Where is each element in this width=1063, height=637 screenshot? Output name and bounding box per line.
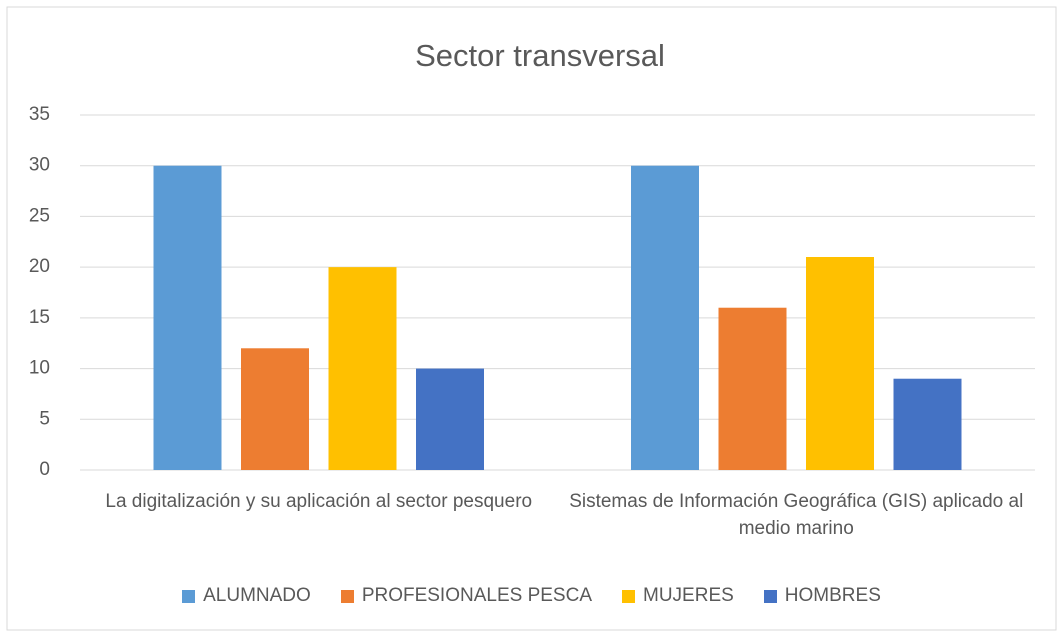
legend-swatch	[340, 589, 354, 603]
chart-title: Sector transversal	[415, 38, 665, 73]
bar	[328, 267, 397, 470]
bar	[416, 368, 484, 470]
y-tick-label: 5	[39, 408, 50, 429]
legend: ALUMNADO PROFESIONALES PESCA MUJERES HOMBRE…	[0, 585, 1063, 607]
legend-swatch	[182, 589, 196, 603]
legend-item: MUJERES	[622, 585, 734, 607]
x-tick-label: Sistemas de Información Geográfica (GIS)…	[569, 491, 1024, 539]
bar	[241, 348, 309, 470]
legend-swatch	[622, 589, 635, 603]
y-tick-label: 0	[39, 459, 50, 480]
bar	[893, 378, 962, 470]
bar	[718, 307, 787, 470]
bar	[806, 257, 874, 470]
legend-label: MUJERES	[643, 585, 734, 606]
y-tick-label: 10	[29, 358, 50, 379]
bar	[153, 165, 222, 470]
y-tick-label: 35	[29, 104, 50, 125]
legend-item: HOMBRES	[763, 585, 881, 607]
y-tick-label: 25	[29, 205, 50, 226]
y-tick-label: 15	[29, 307, 50, 328]
legend-item: PROFESIONALES PESCA	[340, 585, 592, 607]
x-tick-label: La digitalización y su aplicación al sec…	[105, 491, 533, 512]
legend-label: PROFESIONALES PESCA	[361, 585, 592, 606]
legend-label: ALUMNADO	[203, 585, 311, 606]
legend-swatch	[763, 589, 777, 603]
y-tick-label: 20	[29, 256, 50, 277]
bar	[631, 165, 699, 470]
legend-label: HOMBRES	[784, 585, 881, 606]
y-tick-label: 30	[29, 155, 50, 176]
legend-item: ALUMNADO	[182, 585, 311, 607]
